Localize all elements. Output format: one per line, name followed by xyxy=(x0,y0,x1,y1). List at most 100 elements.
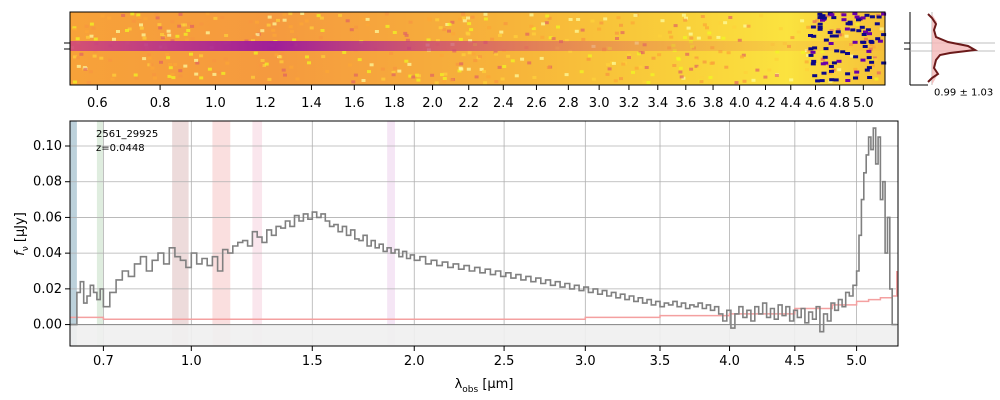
heatmap-pixel-dark xyxy=(860,40,866,44)
heatmap-pixel xyxy=(85,35,90,39)
heatmap-pixel xyxy=(699,76,704,80)
heatmap-pixel xyxy=(547,16,552,20)
heatmap-pixel xyxy=(91,26,96,30)
y-tick-label: 0.06 xyxy=(33,210,62,225)
y-axis-label: fν [μJy] xyxy=(13,212,31,256)
heatmap-pixel-dark xyxy=(823,47,829,51)
heatmap-pixel xyxy=(88,70,93,74)
x-label-base: λ xyxy=(455,377,463,392)
profile-panel: 0.99 ± 1.03 xyxy=(904,12,995,98)
spectrum-x-axis: 0.7 1.0 1.5 2.0 2.5 3.0 3.5 4.0 4.5 5.0 xyxy=(93,346,867,369)
heatmap-pixel xyxy=(800,50,805,54)
heatmap-pixel xyxy=(146,53,151,57)
heatmap-pixel xyxy=(318,36,323,40)
heatmap-pixel xyxy=(498,34,502,37)
heatmap-pixel xyxy=(692,53,697,57)
heatmap-pixel xyxy=(853,67,858,71)
heatmap-pixel xyxy=(177,24,182,28)
heatmap-pixel-dark xyxy=(821,71,827,75)
heatmap-pixel xyxy=(416,78,421,82)
y-tick-label: 0.02 xyxy=(33,282,62,297)
heatmap-pixel xyxy=(404,59,409,63)
heatmap-pixel xyxy=(702,60,707,64)
y-label-sub: ν xyxy=(21,246,31,251)
heatmap-pixel-dark xyxy=(812,46,818,50)
heatmap-pixel xyxy=(408,74,413,78)
heatmap-pixel xyxy=(325,70,330,73)
heatmap-pixel-dark xyxy=(819,79,825,83)
heatmap-pixel xyxy=(732,25,737,29)
heatmap-pixel xyxy=(139,26,144,30)
profile-annotation: 0.99 ± 1.03 xyxy=(934,87,993,98)
heatmap-pixel xyxy=(828,79,833,83)
heatmap-pixel xyxy=(116,30,120,33)
heatmap-pixel xyxy=(513,35,518,39)
heatmap-pixel xyxy=(482,70,486,74)
heatmap-pixel xyxy=(634,66,639,70)
heatmap-pixel xyxy=(75,37,80,41)
heatmap-pixel xyxy=(445,23,450,26)
x-tick-label: 2.5 xyxy=(494,354,515,369)
heatmap-pixel xyxy=(293,36,298,40)
heatmap-pixel xyxy=(112,73,117,77)
heatmap-pixel xyxy=(867,30,872,34)
heatmap-pixel xyxy=(564,73,569,77)
x-label-unit: [μm] xyxy=(478,377,513,392)
heatmap-pixel-dark xyxy=(833,34,839,38)
heatmap-pixel xyxy=(435,39,440,43)
heatmap-pixel xyxy=(408,20,413,24)
heatmap-pixel xyxy=(500,77,505,81)
heatmap-pixel xyxy=(580,28,585,32)
heatmap-pixel xyxy=(837,33,842,37)
profile-fill xyxy=(932,14,975,85)
heatmap-pixel xyxy=(288,12,293,16)
heatmap-pixel xyxy=(152,73,157,77)
heatmap-pixel xyxy=(248,20,253,24)
heatmap-pixel xyxy=(449,78,454,82)
heatmap-xtick-label: 4.4 xyxy=(780,96,801,111)
error-line xyxy=(70,271,898,320)
heatmap-pixel xyxy=(199,54,204,58)
heatmap-pixel xyxy=(529,13,534,17)
spectrum-shaded-bands xyxy=(70,121,395,346)
heatmap-pixel xyxy=(689,36,694,40)
heatmap-pixel xyxy=(154,13,159,17)
heatmap-pixel xyxy=(258,63,263,67)
heatmap-xtick-label: 3.0 xyxy=(589,96,610,111)
heatmap-pixel-dark xyxy=(875,37,881,41)
heatmap-pixel xyxy=(274,53,279,57)
heatmap-xtick-label: 1.0 xyxy=(205,96,226,111)
heatmap-pixel xyxy=(806,53,811,57)
heatmap-x-axis: 0.6 0.8 1.0 1.2 1.4 1.6 1.8 2.0 2.2 2.4 2.6 2.8 3.0 3… xyxy=(87,85,874,111)
x-tick-label: 5.0 xyxy=(846,354,867,369)
heatmap-pixel xyxy=(167,74,172,78)
heatmap-pixel xyxy=(276,18,280,22)
heatmap-pixel xyxy=(279,60,284,64)
heatmap-xtick-label: 2.6 xyxy=(526,96,547,111)
heatmap-pixel xyxy=(442,28,447,32)
heatmap-pixel-dark xyxy=(881,12,887,16)
heatmap-pixel-dark xyxy=(869,15,875,19)
x-label-sub: obs xyxy=(462,385,478,395)
heatmap-pixel xyxy=(89,34,94,38)
heatmap-pixel-dark xyxy=(828,65,834,68)
heatmap-pixel xyxy=(805,68,809,72)
heatmap-pixel xyxy=(443,72,448,76)
heatmap-xtick-label: 4.2 xyxy=(755,96,776,111)
heatmap-pixel xyxy=(812,20,817,24)
heatmap-pixel xyxy=(839,53,844,57)
flux-series xyxy=(70,127,897,333)
heatmap-pixel xyxy=(470,15,475,19)
heatmap-pixel xyxy=(160,33,164,36)
heatmap-pixel xyxy=(450,20,455,24)
heatmap-pixel xyxy=(100,14,105,18)
shaded-band xyxy=(212,121,231,346)
heatmap-pixel xyxy=(167,62,172,66)
heatmap-pixel-dark xyxy=(874,22,880,26)
heatmap-pixel xyxy=(689,67,694,71)
heatmap-pixel xyxy=(112,37,116,41)
heatmap-pixel xyxy=(260,59,265,62)
heatmap-pixel-dark xyxy=(827,31,833,34)
heatmap-pixel xyxy=(863,37,868,41)
heatmap-pixel xyxy=(874,77,879,81)
